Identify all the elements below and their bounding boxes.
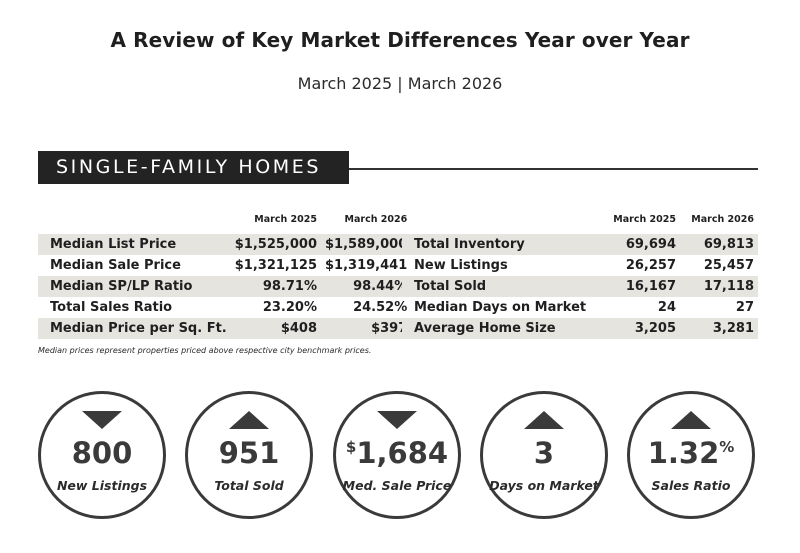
kpi-value: 1.32%: [647, 436, 735, 470]
value-2026: 25,457: [703, 258, 754, 273]
kpi-days-on-market: 3 Days on Market: [480, 391, 608, 519]
table-row: Median Days on Market 24 27: [402, 297, 758, 318]
kpi-sales-ratio: 1.32% Sales Ratio: [627, 391, 755, 519]
value-2026: $1,319,441: [325, 258, 408, 273]
column-header: March 2026: [344, 214, 408, 225]
right-stats-table: March 2025 March 2026 Total Inventory 69…: [402, 214, 758, 339]
value-2026: 17,118: [680, 276, 758, 297]
row-label: Total Sales Ratio: [50, 300, 173, 315]
table-row: Median SP/LP Ratio 98.71% 98.44%: [38, 276, 412, 297]
section-banner: SINGLE-FAMILY HOMES: [38, 151, 349, 184]
column-header: March 2025: [613, 214, 676, 225]
arrow-up-icon: [524, 411, 564, 429]
page-title: A Review of Key Market Differences Year …: [110, 28, 690, 52]
kpi-label: Sales Ratio: [651, 478, 731, 493]
column-header: March 2025: [254, 214, 317, 225]
value-2025: 23.20%: [262, 300, 317, 315]
page-subtitle: March 2025 | March 2026: [297, 74, 503, 93]
arrow-down-icon: [82, 411, 122, 429]
row-label: New Listings: [414, 258, 508, 273]
kpi-med-sale-price: $1,684 Med. Sale Price: [333, 391, 461, 519]
value-2025: 98.71%: [230, 276, 321, 297]
table-row: Median Sale Price $1,321,125 $1,319,441: [38, 255, 411, 276]
row-label: Total Inventory: [402, 234, 602, 255]
value-2025: $1,525,000: [230, 234, 321, 255]
section-divider: [349, 168, 758, 170]
row-label: Median List Price: [38, 234, 231, 255]
kpi-value: 951: [218, 436, 280, 470]
arrow-down-icon: [377, 411, 417, 429]
arrow-up-icon: [229, 411, 269, 429]
column-spacer: [402, 214, 602, 234]
table-row: Median List Price $1,525,000 $1,589,000: [38, 234, 412, 255]
value-2026: 3,281: [680, 318, 758, 339]
value-2026: 98.44%: [321, 276, 412, 297]
value-2025: 69,694: [602, 234, 680, 255]
value-2026: $397: [321, 318, 412, 339]
value-2025: 16,167: [602, 276, 680, 297]
footnote: Median prices represent properties price…: [38, 346, 372, 355]
row-label: Average Home Size: [402, 318, 602, 339]
kpi-value: 800: [71, 436, 133, 470]
kpi-label: Med. Sale Price: [342, 478, 452, 493]
row-label: Median Days on Market: [414, 300, 587, 315]
kpi-total-sold: 951 Total Sold: [185, 391, 313, 519]
kpi-value: 3: [533, 436, 555, 470]
value-2026: 24.52%: [353, 300, 408, 315]
table-header-row: March 2025 March 2026: [402, 214, 758, 234]
value-2025: 26,257: [625, 258, 676, 273]
table-row: Median Price per Sq. Ft. $408 $397: [38, 318, 412, 339]
value-2025: 24: [657, 300, 676, 315]
arrow-up-icon: [671, 411, 711, 429]
value-2025: 3,205: [602, 318, 680, 339]
kpi-value: $1,684: [345, 436, 449, 470]
table-row: Total Sold 16,167 17,118: [402, 276, 758, 297]
column-header: March 2026: [691, 214, 754, 225]
table-row: Total Sales Ratio 23.20% 24.52%: [38, 297, 411, 318]
row-label: Total Sold: [402, 276, 602, 297]
kpi-label: Total Sold: [214, 478, 284, 493]
row-label: Median Sale Price: [50, 258, 181, 273]
row-label: Median Price per Sq. Ft.: [38, 318, 231, 339]
value-2025: $1,321,125: [234, 258, 317, 273]
table-row: Total Inventory 69,694 69,813: [402, 234, 758, 255]
table-header-row: March 2025 March 2026: [38, 214, 411, 234]
value-2026: $1,589,000: [321, 234, 412, 255]
row-label: Median SP/LP Ratio: [38, 276, 231, 297]
value-2025: $408: [230, 318, 321, 339]
value-2026: 27: [735, 300, 754, 315]
value-2026: 69,813: [680, 234, 758, 255]
kpi-new-listings: 800 New Listings: [38, 391, 166, 519]
kpi-label: Days on Market: [489, 478, 599, 493]
table-row: New Listings 26,257 25,457: [402, 255, 758, 276]
table-row: Average Home Size 3,205 3,281: [402, 318, 758, 339]
column-spacer: [38, 214, 231, 234]
kpi-label: New Listings: [56, 478, 148, 493]
left-stats-table: March 2025 March 2026 Median List Price …: [38, 214, 412, 339]
